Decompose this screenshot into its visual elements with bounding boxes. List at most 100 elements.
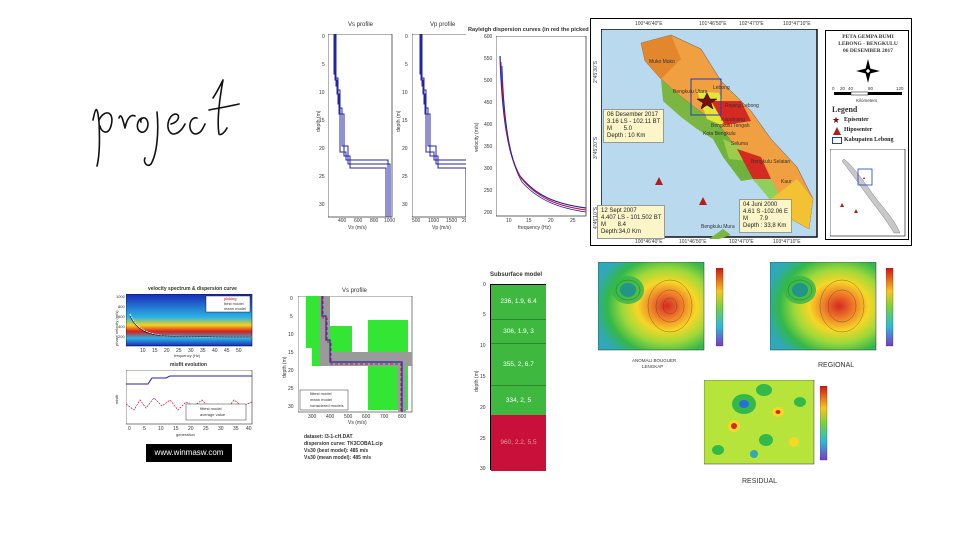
legend-item-hiposenter: Hiposenter [844,127,873,133]
vs-profile-1-xtick: 400 [338,218,347,224]
vs-profile-1-xlabel: Vs (m/s) [348,225,367,231]
subsurface-ytick: 25 [480,436,486,442]
vs-profile-2-xlabel: Vs (m/s) [348,420,367,426]
vs-profile-1-title: Vs profile [348,22,374,28]
vs-profile-2-xtick: 800 [398,414,407,420]
vs-profile-1-ytick: 25 [319,174,325,180]
subsurface-ytick: 0 [483,282,486,288]
vp-profile-1-ytick: 10 [402,90,408,96]
vs-profile-1-ytick: 15 [319,118,325,124]
misfit-xtick: 20 [188,426,194,432]
vs-profile-2-info: dispersion curve: TK3COBA1.cip [304,441,383,447]
rayleigh-ylabel: velocity (m/s) [474,122,480,152]
residual-colorbar [820,386,828,461]
vs-profile-2-ytick: 20 [288,368,294,374]
rayleigh-ytick: 350 [484,144,493,150]
spectrum-legend-item: picking [224,296,237,301]
spectrum-ytick: 200 [118,334,125,339]
subsurface-ytick: 20 [480,405,486,411]
residual-contour-plot [704,380,815,465]
epicenter-star-icon: ★ [832,115,841,125]
map-place: Kaur [781,179,792,185]
vs-profile-1-ytick: 10 [319,90,325,96]
map-legend-panel: PETA GEMPA BUMI LEBONG - BENGKULU 06 DES… [825,30,909,240]
map-place: Bengkulu Selatan [751,159,791,165]
scale-tick: 20 [840,86,846,91]
regional-contour-plot [770,262,877,351]
subsurface-ytick: 15 [480,374,486,380]
misfit-evolution-chart: misfit evolution misfit fittest model av… [112,362,254,438]
rayleigh-xlabel: frequency (Hz) [518,225,551,231]
winmasw-watermark: www.winmasw.com [146,444,232,462]
vs-profile-1-xtick: 600 [354,218,363,224]
legend-item-lebong: Kabupaten Lebong [844,137,894,143]
vp-profile-1-xtick: 500 [412,218,421,224]
vs-profile-2-plot [298,296,413,413]
vs-profile-1-xtick: 1000 [384,218,396,224]
rayleigh-xtick: 15 [526,218,532,224]
vs-profile-2-legend-item: mean model [310,397,333,402]
regional-caption: REGIONAL [818,362,855,369]
misfit-xtick: 10 [158,426,164,432]
map-bottom-coord: 101°46'50"E [679,239,707,245]
rayleigh-ytick: 600 [484,34,493,40]
map-place: Bengkulu Tengah [711,123,750,129]
subsurface-layer: 334, 2, 5 [491,385,546,415]
rayleigh-title: Rayleigh dispersion curves (in red the p… [468,27,602,33]
scale-bar-icon [834,91,902,96]
spectrum-legend-item: best model [224,301,244,306]
subsurface-layer: 960, 2.2, 5.5 [491,415,546,471]
scale-tick: 80 [868,86,874,91]
map-place: Rejang Lebong [725,103,759,109]
vs-profile-2-xtick: 300 [308,414,317,420]
regional-anomaly-map: REGIONAL [760,262,908,374]
project-heading-text: project [85,62,134,66]
vs-profile-2-info: Vs30 (best model): 485 m/s [304,448,369,454]
quake-callout-2000: 04 Juni 2000 4.61 S -102.06 E M 7.9 Dept… [739,199,793,233]
spectrum-title: velocity spectrum & dispersion curve [148,286,237,292]
map-title-line: PETA GEMPA BUMI [842,34,894,40]
rayleigh-xtick: 25 [570,218,576,224]
bouguer-caption: LENGKAP [642,364,664,369]
vp-profile-1-ytick: 25 [402,174,408,180]
inset-map [830,149,906,237]
spectrum-ytick: 1000 [116,294,125,299]
misfit-xtick: 5 [143,426,146,432]
vp-profile-1-ytick: 0 [405,34,408,40]
misfit-xtick: 40 [246,426,252,432]
vs-profile-2-info: Vs30 (mean model): 485 m/s [304,455,371,461]
misfit-xtick: 0 [128,426,131,432]
bouguer-colorbar [716,268,724,347]
spectrum-xtick: 35 [200,348,206,354]
vp-profile-1-xtick: 1000 [428,218,440,224]
spectrum-ytick: 400 [118,324,125,329]
vs-profile-chart-1: Vs profile depth (m) 0 5 10 15 20 25 30 … [316,22,398,232]
misfit-plot [126,370,253,425]
vs-profile-1-xtick: 800 [370,218,379,224]
vs-profile-2-legend-item: fittest model [310,391,332,396]
vs-profile-chart-2: Vs profile depth (m) fittest model mean … [282,288,416,468]
bouguer-anomaly-map: ANOMALI BOUGUER LENGKAP [588,262,736,374]
vs-profile-1-plot [328,34,393,218]
spectrum-xtick: 45 [224,348,230,354]
map-top-coord: 103°47'10"E [783,21,811,27]
regional-colorbar [886,268,894,347]
misfit-xlabel: generation [176,432,195,437]
legend-item-episenter: Episenter [844,117,869,123]
map-place: Muko Muko [649,59,675,65]
spectrum-xlabel: frequency (Hz) [174,353,201,358]
vs-profile-2-title: Vs profile [342,288,368,294]
vs-profile-2-ytick: 10 [288,332,294,338]
misfit-xtick: 25 [203,426,209,432]
misfit-legend-item: average value [200,412,226,417]
subsurface-ytick: 5 [483,312,486,318]
map-bottom-coord: 100°46'40"E [635,239,663,245]
vs-profile-1-ytick: 5 [322,62,325,68]
project-heading: project [85,62,260,172]
map-top-coord: 102°47'0"E [739,21,764,27]
rayleigh-plot [496,36,587,217]
spectrum-xtick: 30 [188,348,194,354]
spectrum-xtick: 40 [212,348,218,354]
rayleigh-ytick: 400 [484,122,493,128]
misfit-title: misfit evolution [170,362,207,368]
